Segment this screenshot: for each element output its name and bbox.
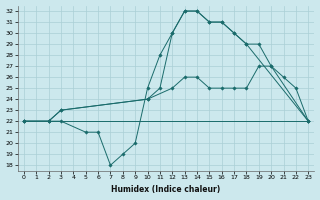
X-axis label: Humidex (Indice chaleur): Humidex (Indice chaleur) [111,185,221,194]
